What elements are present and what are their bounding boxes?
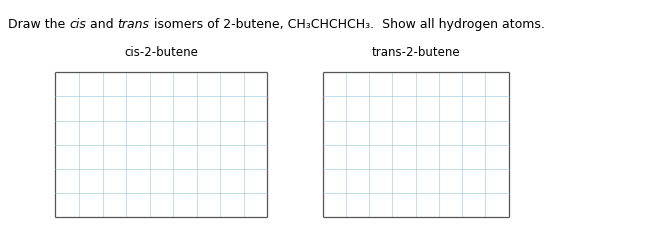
Text: Draw the: Draw the xyxy=(8,18,69,31)
Text: isomers of 2-butene, CH₃CHCHCH₃.  Show all hydrogen atoms.: isomers of 2-butene, CH₃CHCHCH₃. Show al… xyxy=(149,18,544,31)
Text: trans: trans xyxy=(117,18,149,31)
Text: trans-2-butene: trans-2-butene xyxy=(372,46,460,59)
Text: cis-2-butene: cis-2-butene xyxy=(125,46,198,59)
Text: and: and xyxy=(86,18,117,31)
Text: cis: cis xyxy=(69,18,86,31)
